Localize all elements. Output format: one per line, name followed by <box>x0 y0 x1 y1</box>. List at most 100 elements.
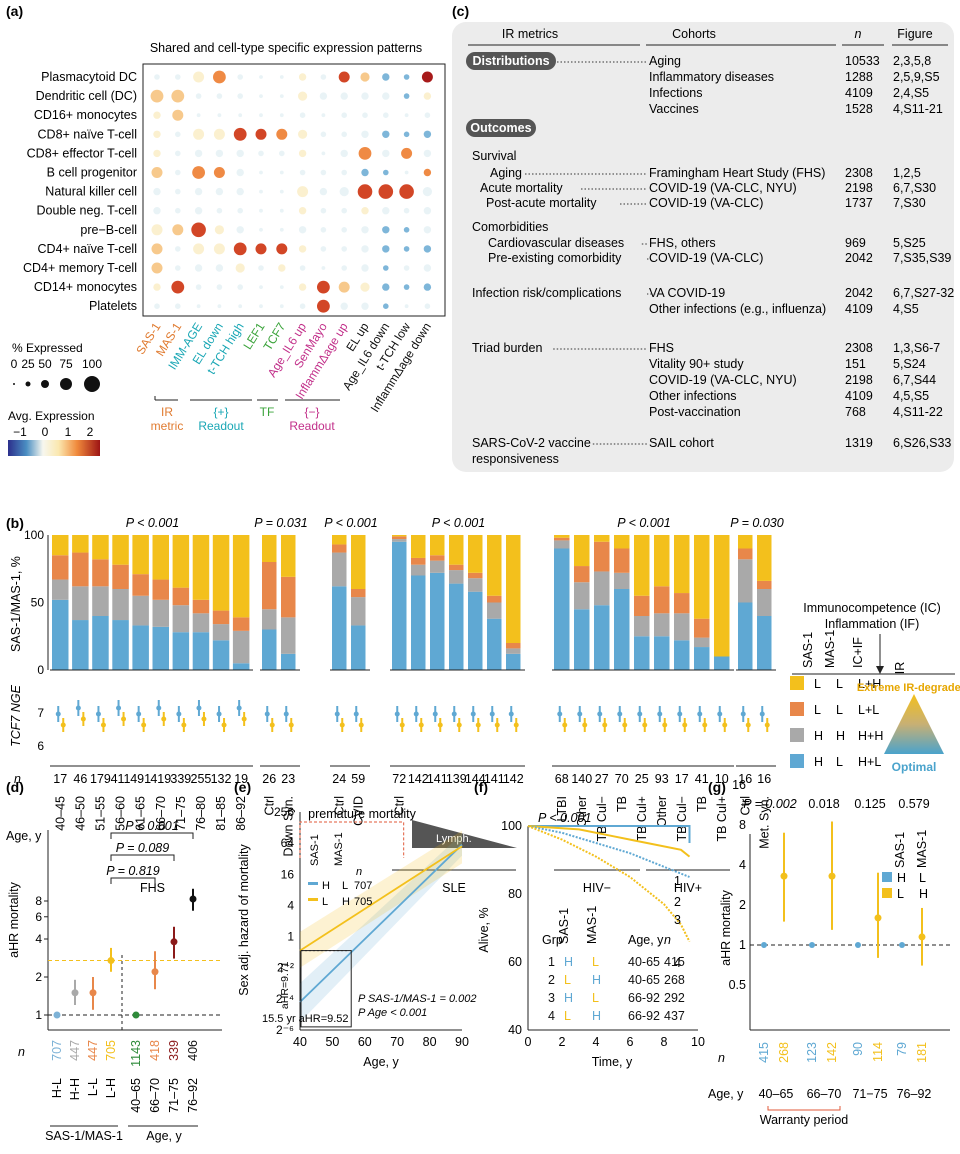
row-label: CD8+ effector T-cell <box>27 146 137 160</box>
p-value: 0.018 <box>808 797 839 811</box>
panel-c-table: IR metrics Cohorts n Figure Distributions Ag… <box>452 22 954 472</box>
expression-dot <box>423 264 432 272</box>
cohort: Inflammatory diseases <box>649 70 774 84</box>
table-cell: 268 <box>664 973 685 987</box>
row-label: CD8+ naïve T-cell <box>38 127 137 141</box>
stacked-bar-segment <box>411 557 426 565</box>
stacked-bar-segment <box>594 605 610 670</box>
estimate-point <box>874 914 882 922</box>
expression-dot <box>382 226 390 234</box>
y-tick: 60 <box>508 955 522 969</box>
expression-dot <box>259 94 263 98</box>
x-tick-label: Ctrl <box>392 796 406 815</box>
expression-dot <box>298 226 307 234</box>
stacked-bar-segment <box>351 535 366 589</box>
expression-dot <box>153 111 161 119</box>
expression-dot <box>341 169 348 176</box>
point-high <box>657 711 663 717</box>
y-tick: 6 <box>37 739 44 753</box>
y-tick: 6 <box>35 910 42 924</box>
size-legend-value: 50 <box>38 357 52 371</box>
expression-dot <box>361 245 369 253</box>
legend-title: Immunocompetence (IC) <box>803 601 941 615</box>
legend-swatch <box>308 882 318 885</box>
expression-dot <box>213 167 225 178</box>
expression-dot <box>361 226 369 234</box>
expression-dot <box>383 265 389 271</box>
point-high <box>156 705 162 711</box>
stacked-bar-segment <box>112 589 129 621</box>
point-high <box>740 711 746 717</box>
size-legend-value: 75 <box>59 357 73 371</box>
stacked-bar-segment <box>411 575 426 670</box>
cohort: COVID-19 (VA-CLC, NYU) <box>649 373 797 387</box>
table-cell: 40-65 <box>628 955 660 969</box>
figure-ref: 4,S11-21 <box>893 102 943 116</box>
expression-dot <box>258 150 264 157</box>
expression-dot <box>213 243 225 255</box>
expression-dot <box>233 127 247 141</box>
n-value: 41 <box>695 772 709 786</box>
row-label: Platelets <box>89 299 137 313</box>
expression-dot <box>215 264 224 272</box>
estimate-point <box>132 1011 140 1019</box>
stacked-bar-segment <box>262 609 277 630</box>
expression-dot <box>403 284 410 290</box>
expression-dot <box>320 74 327 80</box>
x-tick: 10 <box>691 1035 705 1049</box>
stacked-bar-segment <box>594 541 610 572</box>
x-tick-label: L-L <box>86 1078 100 1096</box>
n-value: 255 <box>191 772 212 786</box>
table-cell: L <box>564 1009 571 1023</box>
p-value: P = 0.030 <box>730 516 783 530</box>
figure-ref: 2,4,S5 <box>893 86 929 100</box>
stacked-bar-segment <box>192 613 210 633</box>
column-groups: IR metric {+} Readout TF {−} Readout <box>151 396 340 433</box>
point-high <box>489 711 495 717</box>
panel-label-c: (c) <box>452 3 469 19</box>
expression-dot <box>423 226 432 234</box>
n-value: 10 <box>715 772 729 786</box>
n-value: 2198 <box>845 181 873 195</box>
expression-dot <box>298 283 307 291</box>
pill-outcomes <box>466 119 536 137</box>
x-tick-label: Other <box>655 796 669 827</box>
stacked-bar-segment <box>654 613 670 637</box>
y-tick: 2 <box>35 970 42 984</box>
expression-dot <box>358 147 372 160</box>
size-legend-dot <box>41 380 49 388</box>
n-value: 24 <box>332 772 346 786</box>
size-legend-dot <box>13 383 15 385</box>
cohort: Vitality 90+ study <box>649 357 744 371</box>
reference-point <box>899 942 905 948</box>
n-value: 447 <box>68 1040 82 1061</box>
estimate-point <box>780 872 788 880</box>
expression-dot <box>194 264 203 272</box>
x-tick: 4 <box>593 1035 600 1049</box>
expression-dot <box>382 245 390 253</box>
n-value: 142 <box>825 1042 839 1063</box>
stacked-bar-segment <box>757 589 772 616</box>
legend-cell: L <box>814 703 821 717</box>
y-tick: 4 <box>287 898 294 912</box>
stacked-bar-segment <box>392 541 407 670</box>
x-tick: 60 <box>358 1035 372 1049</box>
legend-swatch <box>790 702 804 716</box>
legend-swatch <box>790 754 804 768</box>
n-value: 2308 <box>845 341 873 355</box>
table-header: SAS-1 <box>557 908 571 944</box>
stacked-bar-segment <box>614 548 630 573</box>
legend-cell: L <box>919 871 926 885</box>
point-low <box>399 722 405 728</box>
expression-dot <box>298 207 307 215</box>
point-high <box>451 711 457 717</box>
metric: Aging <box>490 166 522 180</box>
row-label: CD4+ naïve T-cell <box>38 242 137 256</box>
expression-dot <box>279 75 284 79</box>
point-high <box>216 711 222 717</box>
point-high <box>116 705 122 711</box>
figure-ref: 6,7,S30 <box>893 181 936 195</box>
table-header: Cohorts <box>672 27 716 41</box>
expression-dot <box>320 131 327 138</box>
x-tick-label: TB Cul+ <box>715 796 729 842</box>
